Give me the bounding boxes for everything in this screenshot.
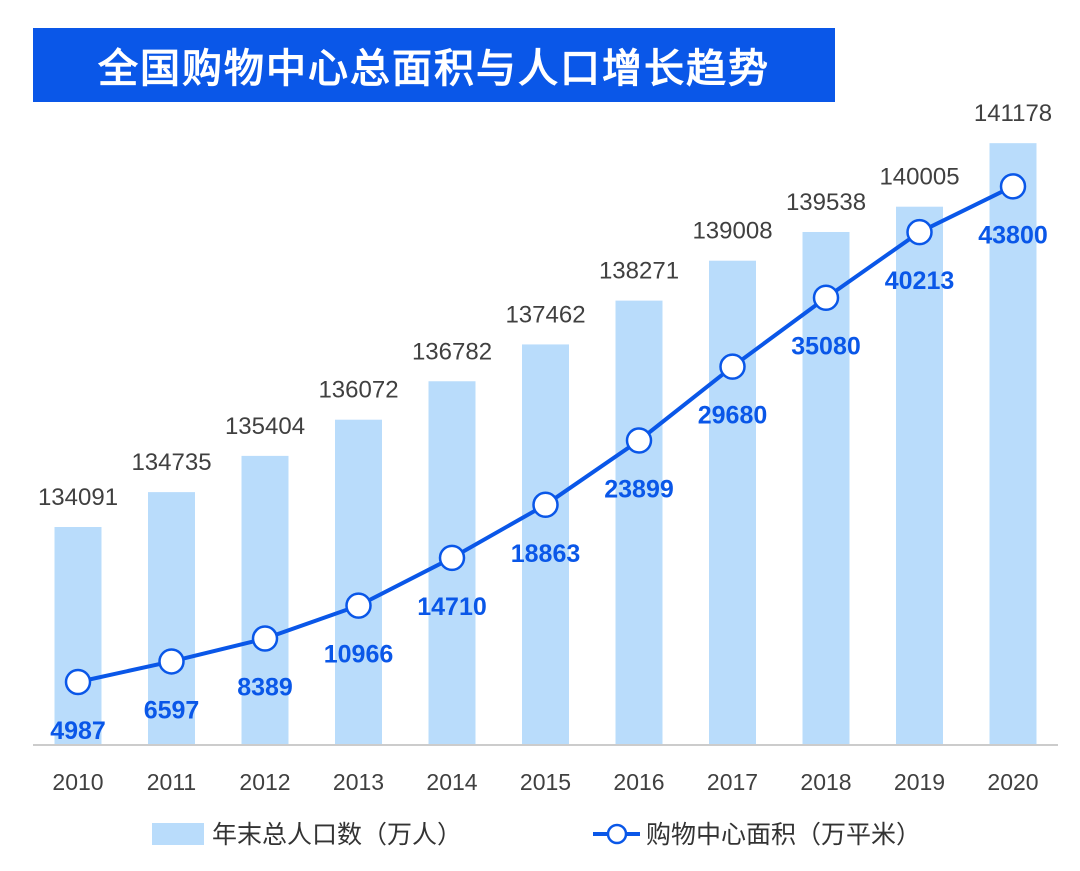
legend-line-label: 购物中心面积（万平米） (646, 820, 921, 849)
area-marker-2011 (158, 648, 185, 675)
year-label-2010: 2010 (52, 769, 103, 795)
year-label-2011: 2011 (147, 769, 196, 795)
year-label-2017: 2017 (707, 769, 758, 795)
legend-bar-swatch (152, 823, 204, 845)
area-marker-2012 (251, 625, 279, 652)
area-marker-2013 (345, 592, 372, 619)
population-bar-2018 (802, 231, 850, 745)
area-markers (64, 173, 1027, 696)
area-marker-2020 (999, 173, 1027, 200)
population-bar-2017 (709, 260, 756, 745)
population-label-2014: 136782 (412, 338, 492, 365)
x-tick-labels: 2010 2011 2012 2013 2014 2015 2016 2017 2018 2019… (52, 769, 1038, 795)
population-label-2020: 141178 (974, 100, 1052, 127)
population-bar-2012 (241, 455, 289, 745)
population-label-2019: 140005 (879, 164, 959, 191)
legend-bar-label: 年末总人口数（万人） (212, 820, 462, 849)
legend-line-marker (606, 823, 628, 845)
area-label-2016: 23899 (604, 475, 674, 503)
population-label-2015: 137462 (505, 301, 585, 328)
area-label-2018: 35080 (791, 333, 861, 361)
year-label-2016: 2016 (613, 769, 664, 795)
population-label-2010: 134091 (38, 484, 118, 511)
area-marker-2018 (812, 284, 840, 311)
population-bar-2011 (148, 492, 195, 745)
year-label-2015: 2015 (520, 769, 571, 795)
chart-title: 全国购物中心总面积与人口增长趋势 (98, 46, 770, 92)
population-bar-2013 (335, 419, 382, 745)
year-label-2012: 2012 (239, 769, 290, 795)
population-bar-2019 (896, 206, 943, 745)
legend: 年末总人口数（万人） 购物中心面积（万平米） (152, 820, 921, 849)
year-label-2014: 2014 (426, 769, 477, 795)
population-labels: 134091 134735 135404 136072 136782 137462 1382… (38, 100, 1052, 511)
area-label-2020: 43800 (978, 221, 1048, 249)
population-bar-2010 (54, 527, 102, 745)
population-label-2017: 139008 (692, 218, 772, 245)
area-labels: 4987 6597 8389 10966 14710 18863 23899 29680 350… (50, 221, 1048, 745)
area-label-2014: 14710 (417, 593, 487, 621)
area-marker-2016 (625, 427, 653, 454)
year-label-2013: 2013 (333, 769, 384, 795)
area-label-2010: 4987 (50, 717, 106, 745)
area-label-2017: 29680 (698, 402, 768, 430)
population-label-2016: 138271 (599, 258, 679, 285)
year-label-2020: 2020 (987, 769, 1038, 795)
population-label-2013: 136072 (318, 377, 398, 404)
population-bar-2015 (522, 344, 569, 745)
area-marker-2019 (906, 218, 933, 246)
area-label-2019: 40213 (885, 267, 955, 295)
area-label-2013: 10966 (324, 641, 394, 669)
area-marker-2014 (438, 544, 466, 572)
year-label-2018: 2018 (800, 769, 851, 795)
population-bar-2020 (989, 143, 1037, 745)
population-bars (54, 143, 1037, 745)
area-marker-2010 (64, 668, 92, 696)
area-label-2011: 6597 (144, 696, 200, 724)
title-banner: 全国购物中心总面积与人口增长趋势 (33, 28, 835, 102)
area-marker-2015 (532, 491, 559, 519)
area-marker-2017 (719, 353, 746, 380)
area-label-2015: 18863 (511, 540, 581, 568)
population-bar-2016 (615, 300, 663, 745)
population-label-2012: 135404 (225, 413, 305, 440)
population-label-2018: 139538 (786, 189, 866, 216)
year-label-2019: 2019 (894, 769, 945, 795)
area-label-2012: 8389 (237, 674, 293, 702)
population-label-2011: 134735 (131, 449, 211, 476)
